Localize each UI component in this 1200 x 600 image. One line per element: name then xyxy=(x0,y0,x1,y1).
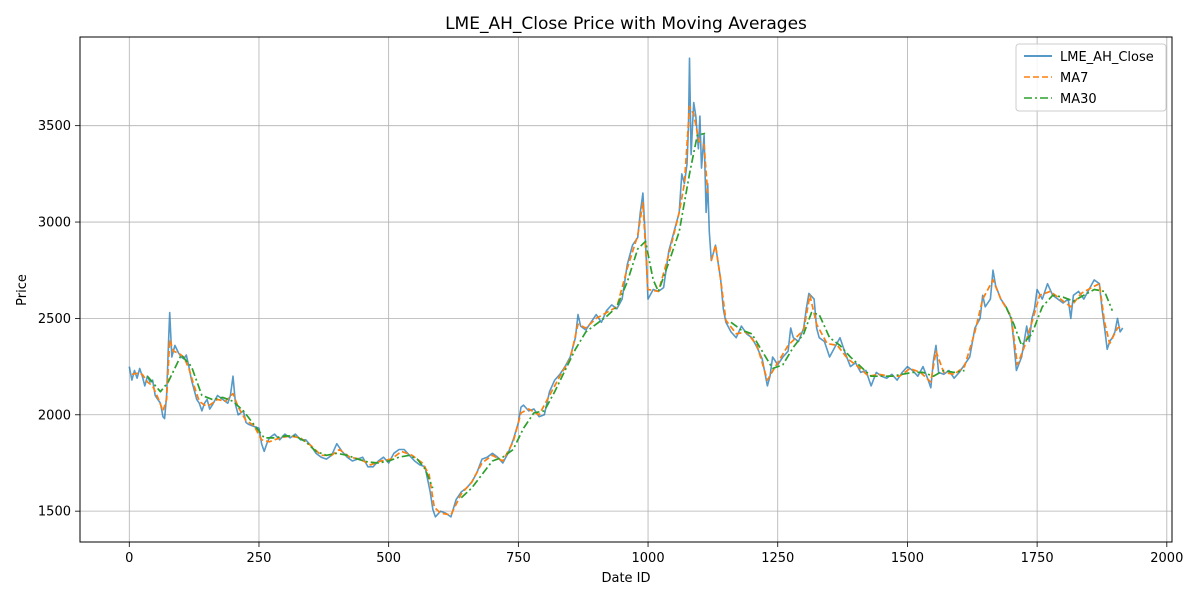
x-tick-label: 1500 xyxy=(891,551,924,566)
chart-title: LME_AH_Close Price with Moving Averages xyxy=(445,14,807,34)
x-tick-label: 750 xyxy=(506,551,531,566)
series-line-ma30d xyxy=(1005,288,1114,347)
grid xyxy=(80,37,1172,542)
y-axis-title: Price xyxy=(15,274,30,306)
legend-box xyxy=(1015,43,1167,112)
legend-label-close: LME_AH_Close xyxy=(1060,50,1154,65)
plot-area-frame xyxy=(79,36,1173,543)
legend: LME_AH_Close MA7 MA30 xyxy=(1015,43,1167,112)
series-line-lme-ah-close xyxy=(128,57,1124,518)
y-tick-label: 2000 xyxy=(38,408,71,423)
series-group xyxy=(128,57,1124,518)
series-line-ma30b xyxy=(460,132,706,499)
x-tick-label: 1000 xyxy=(632,551,665,566)
y-tick-label: 2500 xyxy=(38,312,71,327)
y-tick-label: 3500 xyxy=(38,119,71,134)
series-line-ma7b xyxy=(710,244,1123,383)
x-tick-label: 500 xyxy=(376,551,401,566)
series-line-ma30 xyxy=(146,354,434,489)
legend-label-ma30: MA30 xyxy=(1060,92,1097,107)
y-tick-label: 3000 xyxy=(38,216,71,231)
axis-ticks: 0 250 500 750 1000 1250 1500 1750 2000 1500 2000 25… xyxy=(38,119,1183,566)
x-tick-label: 2000 xyxy=(1150,551,1183,566)
y-tick-label: 1500 xyxy=(38,505,71,520)
series-line-ma30c xyxy=(730,311,965,378)
series-line-ma7 xyxy=(131,105,709,516)
x-tick-label: 0 xyxy=(125,551,133,566)
x-axis-title: Date ID xyxy=(601,571,650,586)
legend-label-ma7: MA7 xyxy=(1060,71,1088,86)
x-tick-label: 1750 xyxy=(1021,551,1054,566)
x-tick-label: 1250 xyxy=(761,551,794,566)
x-tick-label: 250 xyxy=(247,551,272,566)
